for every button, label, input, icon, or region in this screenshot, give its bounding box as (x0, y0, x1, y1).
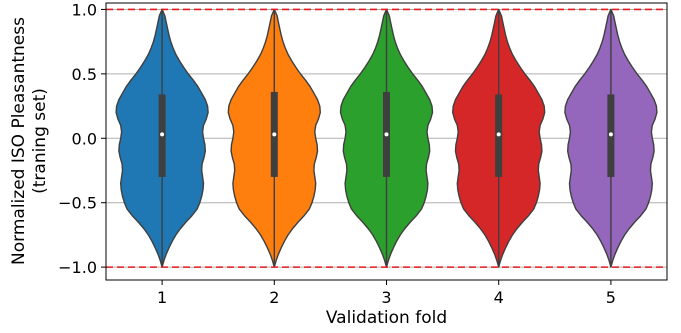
y-axis-label-line-2: (traning set) (30, 88, 50, 194)
violin-median-dot (384, 132, 389, 137)
y-ticks: −1.0 −0.5 0.0 0.5 1.0 (58, 0, 106, 277)
violins (115, 8, 658, 268)
violin-median-dot (160, 132, 165, 137)
y-tick-label: −1.0 (58, 258, 97, 277)
x-tick-label: 1 (157, 288, 167, 307)
y-tick-label: 1.0 (72, 0, 97, 19)
x-tick-label: 2 (269, 288, 279, 307)
x-ticks: 1 2 3 4 5 (157, 280, 616, 307)
x-tick-label: 3 (381, 288, 391, 307)
y-axis-label-line-1: Normalized ISO Pleasantness (9, 17, 29, 265)
violin-median-dot (496, 132, 501, 137)
y-tick-label: −0.5 (58, 194, 97, 213)
y-tick-label: 0.5 (72, 65, 97, 84)
y-tick-label: 0.0 (72, 129, 97, 148)
x-tick-label: 5 (606, 288, 616, 307)
violin-median-dot (608, 132, 613, 137)
reference-lines (106, 8, 667, 268)
violin-median-dot (272, 132, 277, 137)
x-tick-label: 4 (494, 288, 504, 307)
x-axis-label: Validation fold (326, 308, 447, 328)
